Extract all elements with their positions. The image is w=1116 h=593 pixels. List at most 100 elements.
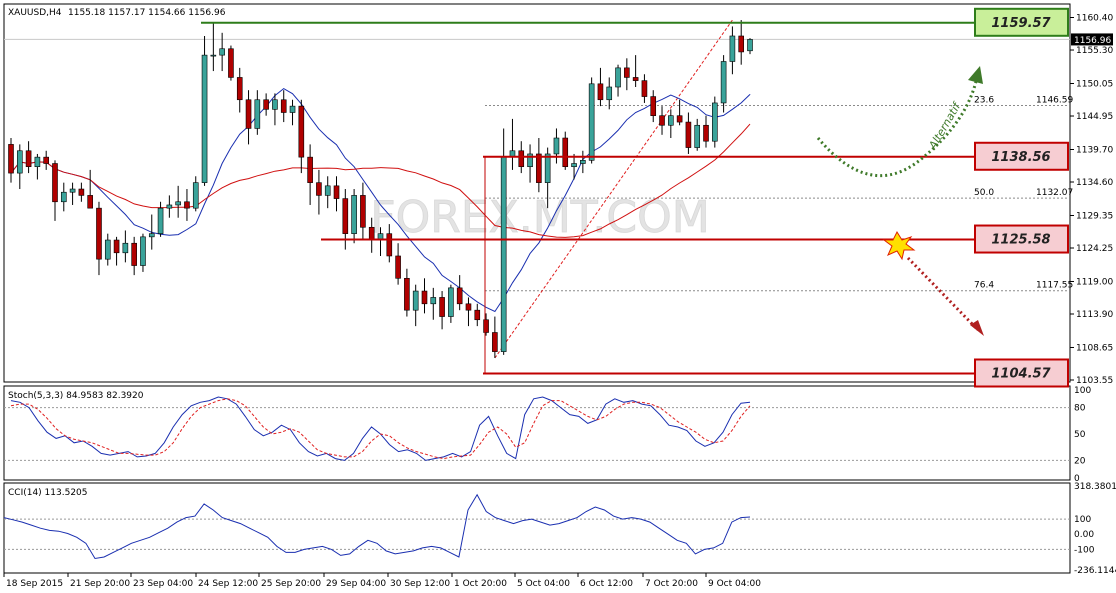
candle-body (650, 96, 657, 116)
candle-body (571, 163, 577, 168)
candle-body (668, 115, 674, 126)
candle-body (553, 137, 560, 155)
candle-body (272, 99, 278, 110)
time-tick-label: 24 Sep 12:00 (198, 579, 258, 589)
candle-body (60, 191, 67, 203)
candle-body (166, 204, 173, 209)
fib-trend-line (494, 19, 733, 359)
time-tick-label: 23 Sep 04:00 (133, 579, 193, 589)
candle-body (52, 163, 58, 203)
time-tick-label: 30 Sep 12:00 (390, 579, 450, 589)
candle-body (404, 277, 410, 311)
red-path-arrow (906, 256, 980, 332)
stoch-panel-border (3, 385, 1071, 481)
candle-body (228, 48, 234, 78)
candle-body (483, 319, 489, 333)
candle-body (307, 156, 313, 183)
alternative-path-arrow (816, 71, 980, 178)
level-box-label: 1159.57 (991, 16, 1051, 31)
candle-body (69, 188, 76, 193)
time-tick-label: 9 Oct 04:00 (708, 579, 761, 589)
candle-body (597, 83, 604, 101)
candle-body (16, 150, 23, 174)
candle-body (263, 99, 269, 110)
chart-ohlc: 1155.18 1157.17 1154.66 1156.96 (68, 8, 226, 18)
candle-body (606, 86, 613, 101)
candle-body (456, 287, 463, 305)
time-tick-label: 5 Oct 04:00 (517, 579, 570, 589)
candle-body (201, 54, 208, 183)
candle-body (615, 67, 621, 88)
candle-body (729, 35, 736, 62)
candle-body (113, 239, 120, 254)
price-tick-label: 1113.90 (1076, 310, 1113, 320)
current-price-label: 1156.96 (1074, 36, 1111, 46)
price-axis: 1160.40 1155.30 1150.05 1144.95 1139.70 1134.… (1070, 14, 1113, 386)
candle-body (518, 150, 525, 168)
candle-body (492, 332, 498, 352)
level-box (974, 224, 1069, 254)
level-box-label: 1125.58 (991, 233, 1050, 248)
price-tick-label: 1108.65 (1076, 343, 1113, 353)
level-box-label: 1138.56 (991, 150, 1050, 165)
cci-axis-label: -100 (1074, 545, 1095, 555)
candle-body (430, 297, 437, 305)
fibonacci-levels: 23.6 1146.59 50.0 1132.07 76.4 1117.55 (485, 19, 1073, 359)
chart-symbol: XAUUSD,H4 (8, 8, 62, 18)
candle-body (333, 185, 340, 199)
candle-body (580, 160, 586, 164)
support-resistance-levels: 1159.57 1138.56 1125.58 1104.57 (201, 7, 1069, 388)
fib-percent-label: 23.6 (974, 96, 994, 106)
candle-body (104, 239, 111, 260)
fib-value-label: 1132.07 (1036, 188, 1073, 198)
candle-body (738, 35, 745, 53)
price-tick-label: 1129.35 (1076, 211, 1113, 221)
candle-body (78, 188, 85, 196)
candle-body (386, 233, 393, 257)
candle-body (448, 287, 454, 317)
candle-body (527, 153, 533, 168)
stoch-header: Stoch(5,3,3) 84.9583 82.3920 (8, 391, 144, 401)
current-price-box (1071, 33, 1113, 46)
cci-axis-label: 0.00 (1074, 530, 1094, 540)
candle-body (210, 54, 217, 57)
candle-body (395, 255, 401, 279)
candle-body (324, 185, 331, 196)
candle-body (588, 83, 595, 161)
candle-body (712, 102, 718, 142)
time-tick-label: 1 Oct 20:00 (454, 579, 507, 589)
stoch-axis-label: 0 (1074, 474, 1080, 484)
candle-body (96, 207, 102, 260)
time-tick-label: 29 Sep 04:00 (326, 579, 386, 589)
candle-body (342, 198, 349, 234)
candle-body (360, 195, 366, 228)
candles (8, 20, 753, 359)
breakout-star-icon (882, 230, 916, 261)
stochastic-indicator: 100 80 50 20 0 (4, 386, 1091, 484)
cci-panel-border (3, 482, 1071, 574)
candle-body (474, 309, 481, 321)
ma-fast-line (10, 87, 751, 313)
candle-body (641, 80, 648, 97)
candle-body (412, 290, 419, 311)
price-tick-label: 1160.40 (1076, 14, 1113, 24)
price-tick-label: 1139.70 (1076, 145, 1113, 155)
time-tick-label: 18 Sep 2015 (6, 579, 63, 589)
level-box (974, 141, 1069, 171)
cci-header: CCI(14) 113.5205 (8, 488, 88, 498)
price-tick-label: 1134.60 (1076, 178, 1113, 188)
candle-body (298, 105, 305, 158)
time-tick-label: 7 Oct 20:00 (645, 579, 698, 589)
candle-body (316, 182, 322, 196)
candle-body (219, 48, 225, 56)
candle-body (351, 195, 357, 234)
candle-body (465, 303, 472, 311)
candle-body (87, 195, 93, 209)
candle-body (122, 242, 129, 254)
time-axis: 18 Sep 2015 21 Sep 20:00 23 Sep 04:00 24 Se… (3, 573, 761, 589)
price-tick-label: 1155.30 (1076, 46, 1113, 56)
cci-axis-label: 100 (1074, 515, 1091, 525)
candle-body (34, 156, 41, 168)
